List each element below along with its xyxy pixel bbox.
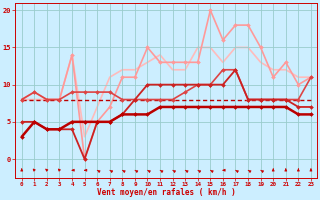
X-axis label: Vent moyen/en rafales ( km/h ): Vent moyen/en rafales ( km/h ) (97, 188, 236, 197)
